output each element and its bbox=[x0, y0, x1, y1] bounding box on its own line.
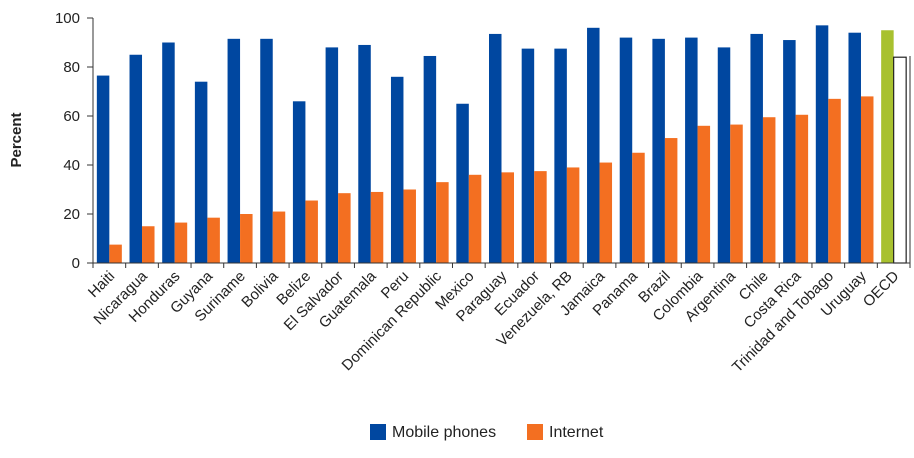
bar-internet bbox=[272, 211, 286, 263]
bar-mobile-phones bbox=[815, 25, 829, 263]
bar-mobile-phones bbox=[750, 33, 763, 263]
bar-internet bbox=[370, 191, 384, 263]
bar-mobile-phones bbox=[521, 48, 535, 263]
bar-mobile-phones bbox=[685, 37, 698, 263]
y-tick-label: 100 bbox=[55, 10, 80, 27]
bar-internet bbox=[142, 226, 155, 263]
bar-internet bbox=[338, 193, 351, 263]
bar-internet bbox=[795, 114, 809, 264]
bar-mobile-phones bbox=[554, 48, 567, 263]
y-tick-label: 40 bbox=[63, 157, 80, 174]
bar-internet bbox=[730, 124, 743, 263]
bar-internet bbox=[664, 138, 678, 263]
bar-internet bbox=[240, 214, 253, 263]
bar-mobile-phones bbox=[783, 40, 796, 263]
bar-internet bbox=[697, 125, 711, 263]
y-axis: 0 20 40 60 80 100 bbox=[55, 10, 94, 272]
bar-mobile-phones bbox=[489, 33, 502, 263]
legend-swatch-mobile-phones bbox=[370, 424, 386, 440]
bar-internet bbox=[468, 174, 482, 263]
bar-mobile-phones bbox=[881, 30, 894, 263]
bar-internet bbox=[436, 182, 449, 263]
bar-mobile-phones bbox=[358, 44, 371, 264]
legend-label-internet: Internet bbox=[549, 424, 604, 441]
bar-mobile-phones bbox=[325, 47, 339, 264]
y-tick-label: 0 bbox=[72, 255, 80, 272]
y-tick-label: 80 bbox=[63, 59, 80, 76]
bar-mobile-phones bbox=[717, 47, 731, 264]
bar-internet bbox=[501, 172, 514, 263]
bar-mobile-phones bbox=[227, 38, 241, 264]
bar-internet bbox=[207, 217, 220, 263]
x-tick-label: Bolivia bbox=[238, 267, 282, 311]
legend: Mobile phones Internet bbox=[370, 424, 604, 441]
x-tick-label: OECD bbox=[860, 268, 903, 311]
legend-swatch-internet bbox=[527, 424, 543, 440]
bar-mobile-phones bbox=[162, 42, 175, 263]
bar-internet bbox=[566, 167, 580, 263]
bar-mobile-phones bbox=[423, 55, 437, 263]
bar-mobile-phones bbox=[96, 75, 110, 263]
bar-internet bbox=[860, 96, 874, 264]
bar-mobile-phones bbox=[456, 103, 469, 263]
y-tick-label: 20 bbox=[63, 206, 80, 223]
bar-internet bbox=[109, 244, 122, 263]
y-tick-label: 60 bbox=[63, 108, 80, 125]
y-axis-title: Percent bbox=[8, 112, 25, 167]
bar-internet bbox=[599, 162, 613, 263]
bar-mobile-phones bbox=[390, 76, 404, 263]
bar-internet bbox=[762, 117, 776, 263]
bar-mobile-phones bbox=[848, 32, 861, 264]
bar-mobile-phones bbox=[194, 81, 208, 263]
bar-internet bbox=[893, 56, 907, 264]
bar-mobile-phones bbox=[619, 37, 633, 263]
bar-mobile-phones bbox=[292, 101, 306, 263]
bar-internet bbox=[403, 189, 416, 263]
bars-group bbox=[96, 25, 907, 264]
bar-mobile-phones bbox=[129, 54, 143, 263]
bar-internet bbox=[828, 98, 841, 263]
bar-internet bbox=[174, 222, 188, 263]
legend-label-mobile-phones: Mobile phones bbox=[392, 424, 496, 441]
bar-internet bbox=[534, 171, 547, 263]
bar-mobile-phones bbox=[652, 38, 665, 264]
bar-internet bbox=[632, 152, 645, 263]
bar-mobile-phones bbox=[260, 38, 273, 264]
bar-mobile-phones bbox=[587, 27, 600, 263]
bar-internet bbox=[305, 200, 318, 263]
